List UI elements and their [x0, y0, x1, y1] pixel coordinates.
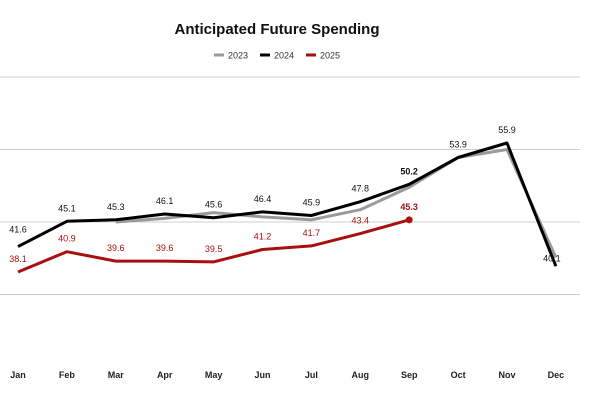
gridlines — [0, 76, 580, 295]
x-tick-nov: Nov — [498, 370, 515, 380]
x-tick-may: May — [205, 370, 223, 380]
data-label-2025-jun: 41.2 — [254, 232, 272, 242]
series-line-2023 — [115, 148, 558, 259]
legend-label-2023: 2023 — [228, 51, 248, 61]
data-label-2024-jun: 46.4 — [254, 194, 272, 204]
x-tick-oct: Oct — [451, 370, 466, 380]
x-tick-jan: Jan — [10, 370, 26, 380]
data-label-2024-oct: 53.9 — [449, 139, 467, 149]
series-line-2024 — [17, 141, 558, 267]
data-label-2023-dec: 40.1 — [543, 254, 561, 264]
data-label-2025-mar: 39.6 — [107, 243, 125, 253]
series-line-2025 — [17, 218, 410, 274]
x-tick-feb: Feb — [59, 370, 76, 380]
x-tick-sep: Sep — [401, 370, 418, 380]
data-label-2025-aug: 43.4 — [352, 216, 370, 226]
data-label-2024-mar: 45.3 — [107, 202, 125, 212]
data-label-2024-jan: 41.6 — [9, 225, 27, 235]
data-label-2025-apr: 39.6 — [156, 243, 174, 253]
series-lines — [17, 141, 558, 274]
data-label-2025-jul: 41.7 — [303, 228, 321, 238]
x-tick-jul: Jul — [305, 370, 318, 380]
legend: 2023 2024 2025 — [214, 51, 340, 61]
data-label-2025-feb: 40.9 — [58, 234, 76, 244]
data-label-2024-jul: 45.9 — [303, 197, 321, 207]
chart-title: Anticipated Future Spending — [175, 21, 380, 38]
x-tick-apr: Apr — [157, 370, 173, 380]
data-label-2024-aug: 47.8 — [352, 184, 370, 194]
series-end-marker-2025 — [405, 216, 413, 224]
data-label-2025-jan: 38.1 — [9, 254, 27, 264]
x-axis-ticks: Jan Feb Mar Apr May Jun Jul Aug Sep Oct Nov Dec — [10, 370, 564, 380]
data-label-2024-nov: 55.9 — [498, 125, 516, 135]
data-label-2024-apr: 46.1 — [156, 196, 174, 206]
data-label-2025-sep: 45.3 — [400, 202, 418, 212]
data-label-2024-feb: 45.1 — [58, 203, 76, 213]
data-labels: 40.1 41.6 45.1 45.3 46.1 45.6 46.4 45.9 47.8 50.2… — [9, 125, 560, 264]
legend-label-2024: 2024 — [274, 51, 294, 61]
x-tick-mar: Mar — [108, 370, 125, 380]
data-label-2024-may: 45.6 — [205, 200, 223, 210]
data-label-2025-may: 39.5 — [205, 244, 223, 254]
x-tick-aug: Aug — [352, 370, 370, 380]
x-tick-dec: Dec — [548, 370, 565, 380]
legend-label-2025: 2025 — [320, 51, 340, 61]
x-tick-jun: Jun — [254, 370, 270, 380]
data-label-2024-sep: 50.2 — [400, 166, 418, 176]
